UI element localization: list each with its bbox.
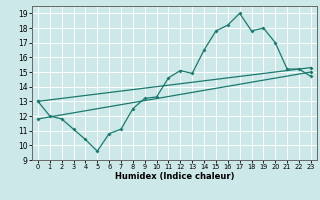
X-axis label: Humidex (Indice chaleur): Humidex (Indice chaleur)	[115, 172, 234, 181]
